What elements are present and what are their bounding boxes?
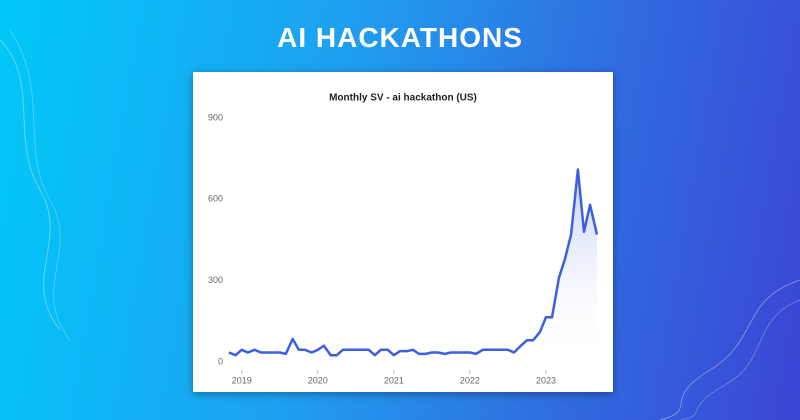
page-title: AI HACKATHONS	[277, 22, 523, 53]
x-tick-label: 2023	[536, 375, 556, 385]
x-tick-label: 2019	[232, 375, 252, 385]
wave	[679, 299, 800, 420]
chart-title: Monthly SV - ai hackathon (US)	[329, 93, 477, 104]
x-tick-label: 2021	[384, 375, 404, 385]
y-tick-label: 300	[208, 275, 223, 285]
x-tick-label: 2022	[460, 375, 480, 385]
y-tick-label: 0	[218, 356, 223, 366]
wave	[0, 39, 61, 331]
wave	[659, 279, 800, 420]
area	[228, 169, 597, 362]
chart: Monthly SV - ai hackathon (US) 0 300 600 90…	[208, 93, 599, 385]
y-tick-label: 900	[208, 112, 223, 122]
line	[228, 168, 599, 357]
x-tick-label: 2020	[308, 375, 328, 385]
chart-card: Monthly SV - ai hackathon (US) 0 300 600 90…	[193, 72, 613, 392]
wave	[9, 29, 71, 341]
y-tick-label: 600	[208, 194, 223, 204]
